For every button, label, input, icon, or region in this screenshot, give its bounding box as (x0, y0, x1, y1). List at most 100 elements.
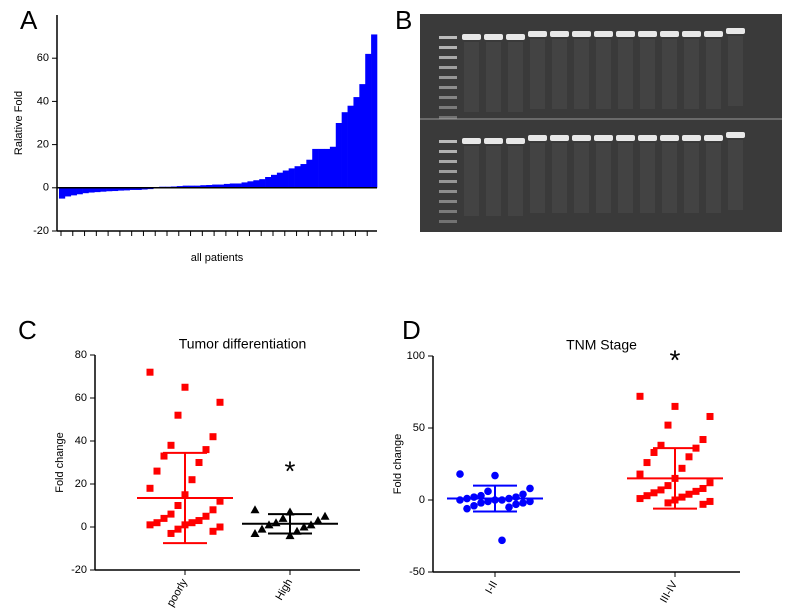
lane-band (594, 135, 613, 141)
lane-band (528, 31, 547, 37)
bar (106, 187, 113, 192)
point (209, 527, 217, 535)
point (526, 484, 534, 493)
lane-band (638, 31, 657, 37)
point (505, 503, 513, 512)
bar (371, 34, 378, 188)
ladder-band (439, 66, 457, 69)
lane-smear (464, 146, 479, 216)
lane-smear (662, 143, 677, 213)
y-tick-label: 50 (413, 422, 425, 434)
point (188, 476, 196, 484)
point (671, 402, 679, 410)
ladder-band (439, 46, 457, 49)
lane-band (550, 31, 569, 37)
bar (182, 185, 189, 188)
lane-band (726, 132, 745, 138)
panel-label: B (395, 5, 412, 35)
point (313, 516, 323, 525)
point (519, 490, 527, 499)
bar (76, 187, 83, 195)
bar (100, 187, 107, 192)
lane-band (704, 31, 723, 37)
y-tick-label: -20 (71, 564, 87, 576)
point (146, 368, 154, 376)
point (209, 506, 217, 514)
y-tick-label: 0 (419, 494, 425, 506)
bar (141, 187, 148, 190)
point (146, 484, 154, 492)
lane-smear (662, 39, 677, 109)
bar (365, 53, 372, 188)
bar (253, 180, 260, 188)
point (512, 500, 520, 509)
bar (265, 177, 272, 188)
lane-smear (574, 143, 589, 213)
point (271, 518, 281, 527)
point (484, 487, 492, 496)
panel-label: D (402, 315, 421, 345)
lane-band (682, 31, 701, 37)
lane-band (572, 135, 591, 141)
bar (282, 170, 289, 188)
point (174, 411, 182, 419)
lane-band (528, 135, 547, 141)
bar (123, 187, 130, 191)
point (209, 433, 217, 441)
lane-band (506, 34, 525, 40)
lane-smear (596, 143, 611, 213)
lane-smear (728, 140, 743, 210)
x-tick-label: I-II (483, 579, 500, 596)
point (498, 536, 506, 545)
chart-title: TNM Stage (566, 337, 637, 353)
bar (259, 179, 266, 188)
ladder-band (439, 106, 457, 109)
point (692, 487, 700, 495)
y-tick-label: 60 (37, 52, 49, 64)
point (257, 524, 267, 533)
point (216, 398, 224, 406)
bar (229, 183, 236, 188)
point (250, 505, 260, 514)
ladder-band (439, 76, 457, 79)
point (285, 531, 295, 540)
y-tick-label: -20 (33, 225, 49, 237)
bar (312, 148, 319, 188)
point (519, 499, 527, 507)
ladder-band (439, 150, 457, 153)
point (195, 517, 203, 525)
lane-band (660, 31, 679, 37)
annotation: * (285, 455, 296, 486)
point (657, 441, 665, 449)
bar (324, 148, 331, 188)
bar (247, 181, 254, 188)
point (699, 484, 707, 492)
lane-smear (574, 39, 589, 109)
point (463, 504, 471, 513)
lane-smear (706, 39, 721, 109)
bar (347, 105, 354, 188)
bar (82, 187, 89, 194)
lane-band (638, 135, 657, 141)
lane-band (484, 138, 503, 144)
point (706, 479, 714, 487)
lane-smear (618, 39, 633, 109)
lane-smear (508, 146, 523, 216)
bar (294, 166, 301, 188)
lane-band (572, 31, 591, 37)
lane-band (506, 138, 525, 144)
lane-band (462, 34, 481, 40)
error-bar (268, 513, 312, 535)
point (174, 502, 182, 509)
ladder-band (439, 86, 457, 89)
point (650, 448, 658, 456)
point (685, 490, 693, 498)
lane-smear (530, 39, 545, 109)
bar (70, 187, 77, 196)
lane-smear (684, 143, 699, 213)
bar (176, 186, 183, 188)
point (699, 436, 707, 444)
ladder-band (439, 56, 457, 59)
x-tick-label: High (273, 577, 295, 603)
